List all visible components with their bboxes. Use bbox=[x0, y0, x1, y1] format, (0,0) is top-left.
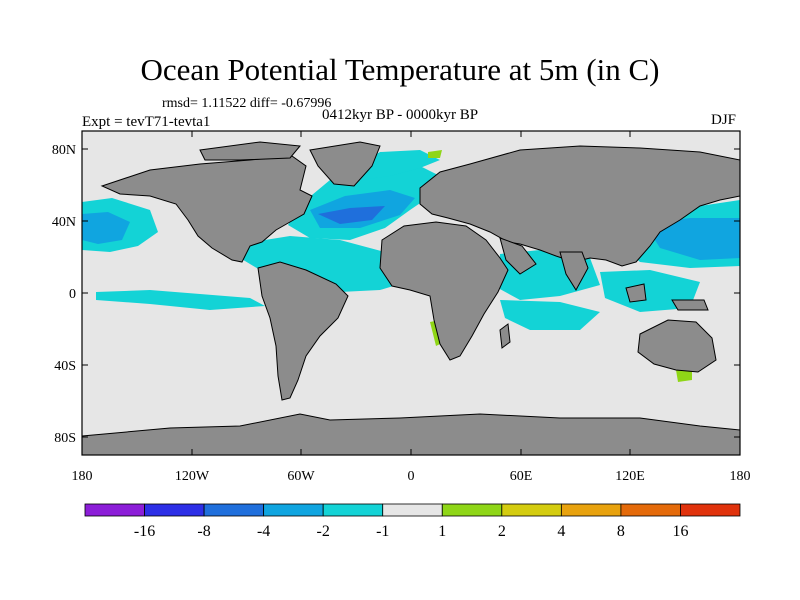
map-plot-area bbox=[82, 131, 740, 455]
landmass-arabia bbox=[499, 237, 537, 275]
anomaly-eastern-tropical-pacific bbox=[96, 290, 265, 310]
colorbar-label: -4 bbox=[257, 523, 270, 540]
period-text: 0412kyr BP - 0000kyr BP bbox=[322, 107, 479, 123]
lon-tick-label: 60W bbox=[287, 469, 315, 484]
colorbar-label: 16 bbox=[672, 523, 688, 540]
colorbar-label: 8 bbox=[617, 523, 625, 540]
colorbar-box bbox=[263, 503, 324, 517]
lon-axis: 180 120W 60W 0 60E 120E 180 bbox=[72, 131, 751, 484]
lon-tick-label: 180 bbox=[72, 469, 93, 484]
colorbar-box bbox=[680, 503, 741, 517]
landmass-south-america bbox=[257, 261, 349, 401]
anomaly-north-pacific-west-core bbox=[82, 212, 130, 244]
colorbar-label: -16 bbox=[134, 523, 155, 540]
colorbar-label: 2 bbox=[498, 523, 506, 540]
colorbar-box bbox=[144, 503, 205, 517]
anomaly-tropical-atlantic bbox=[240, 236, 420, 292]
landmass-new-guinea bbox=[671, 299, 709, 311]
colorbar-label: 4 bbox=[557, 523, 565, 540]
anomaly-south-indian-ocean bbox=[500, 300, 600, 330]
season-label: DJF bbox=[711, 112, 737, 128]
landmass-eurasia bbox=[419, 145, 740, 267]
colorbar-box bbox=[322, 503, 384, 517]
colorbar-box bbox=[501, 503, 562, 517]
lat-tick-label: 80S bbox=[54, 431, 76, 446]
land-masses bbox=[82, 141, 740, 455]
landmass-madagascar bbox=[499, 323, 511, 349]
lon-tick-label: 180 bbox=[730, 469, 751, 484]
landmass-india bbox=[559, 251, 589, 291]
landmass-australia bbox=[637, 319, 717, 373]
lon-tick-label: 60E bbox=[510, 469, 533, 484]
lat-tick-label: 40S bbox=[54, 359, 76, 374]
lat-tick-label: 80N bbox=[52, 143, 76, 158]
lat-axis: 80N 40N 0 40S 80S bbox=[52, 143, 740, 446]
colorbar-box bbox=[84, 503, 145, 517]
landmass-africa bbox=[379, 221, 509, 361]
anomaly-northwest-pacific-core bbox=[645, 218, 740, 260]
landmass-canadian-arctic bbox=[199, 141, 301, 161]
landmass-greenland bbox=[309, 141, 381, 187]
anomaly-warm-arctic bbox=[428, 150, 442, 158]
lon-tick-label: 0 bbox=[408, 469, 415, 484]
colorbar-label: -1 bbox=[376, 523, 389, 540]
landmass-antarctica bbox=[82, 413, 740, 455]
experiment-label: Expt = tevT71-tevta1 bbox=[82, 114, 211, 130]
colorbar-box bbox=[620, 503, 681, 517]
stats-text: rmsd= 1.11522 diff= -0.67996 bbox=[162, 96, 332, 111]
lat-tick-label: 40N bbox=[52, 215, 76, 230]
colorbar-label: -8 bbox=[197, 523, 210, 540]
anomaly-north-atlantic-core bbox=[318, 206, 385, 224]
colorbar-box bbox=[441, 503, 503, 517]
lon-tick-label: 120W bbox=[175, 469, 210, 484]
chart-title: Ocean Potential Temperature at 5m (in C) bbox=[140, 52, 660, 87]
colorbar-label: 1 bbox=[438, 523, 446, 540]
colorbar-box bbox=[382, 503, 443, 517]
colorbar-label: -2 bbox=[317, 523, 330, 540]
lon-tick-label: 120E bbox=[615, 469, 645, 484]
colorbar-box bbox=[560, 503, 622, 517]
colorbar-box bbox=[203, 503, 265, 517]
lat-tick-label: 0 bbox=[69, 287, 76, 302]
landmass-borneo bbox=[625, 283, 647, 303]
colorbar: -16 -8 -4 -2 -1 1 2 4 8 16 bbox=[84, 503, 741, 540]
